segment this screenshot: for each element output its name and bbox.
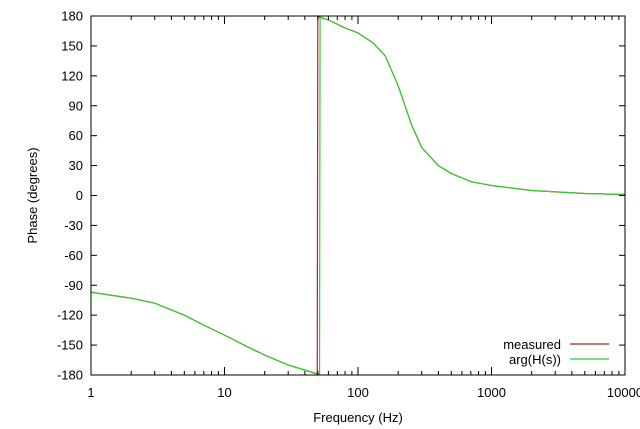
y-tick-label: -60 — [64, 248, 83, 263]
x-tick-label: 10 — [217, 385, 231, 400]
x-tick-label: 1 — [87, 385, 94, 400]
x-tick-label: 100 — [347, 385, 369, 400]
series-layer — [90, 15, 626, 375]
y-tick-label: -30 — [64, 218, 83, 233]
ticks-layer: 180 150 120 90 60 30 0 -30 -60 -90 -120 -150 -180 1 10… — [57, 9, 640, 401]
y-tick-label: -90 — [64, 278, 83, 293]
y-tick-label: -180 — [57, 368, 83, 383]
y-tick-label: 0 — [76, 188, 83, 203]
legend-label: measured — [503, 337, 561, 352]
y-tick-label: -120 — [57, 308, 83, 323]
y-tick-label: 150 — [61, 38, 83, 53]
series-line-measured — [90, 15, 626, 375]
y-tick-label: 60 — [69, 128, 83, 143]
legend-label: arg(H(s)) — [509, 352, 561, 367]
y-tick-label: 180 — [61, 9, 83, 24]
x-tick-label: 10000 — [607, 385, 640, 400]
y-tick-label: -150 — [57, 338, 83, 353]
y-tick-label: 120 — [61, 68, 83, 83]
y-axis-title: Phase (degrees) — [25, 147, 40, 243]
series-line-arg-h-s — [90, 16, 626, 375]
x-axis-title: Frequency (Hz) — [313, 410, 403, 425]
x-tick-label: 1000 — [477, 385, 506, 400]
y-tick-label: 90 — [69, 98, 83, 113]
plot-frame — [90, 15, 626, 376]
y-tick-label: 30 — [69, 158, 83, 173]
